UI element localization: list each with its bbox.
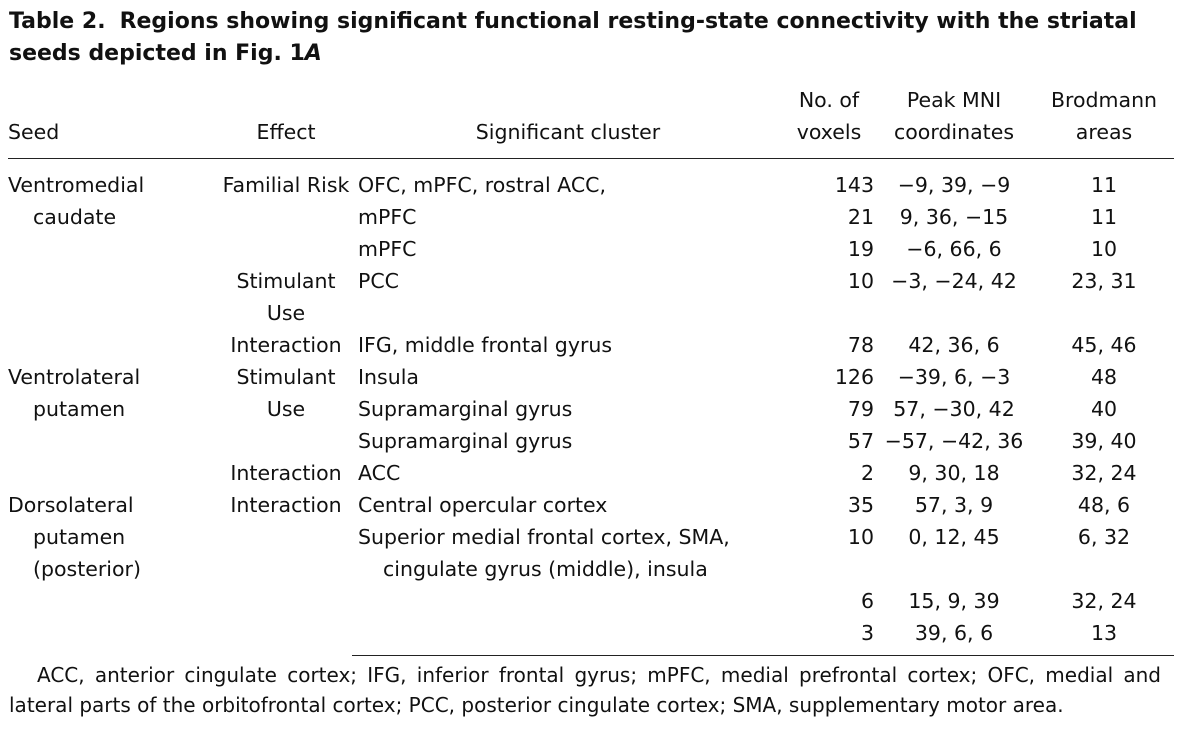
footnote: ACC, anterior cingulate cortex; IFG, inf… (9, 663, 1161, 717)
coords-cell: 57, −30, 42 (893, 397, 1015, 421)
brodmann-cell: 23, 31 (1071, 269, 1137, 293)
title-text: Regions showing significant functional r… (9, 9, 1137, 66)
coords-cell: 15, 9, 39 (908, 589, 1000, 613)
header-cell: Effect (220, 84, 352, 159)
seed-cell: Dorsolateral putamen (posterior) (8, 493, 141, 581)
voxels-cell: 19 (847, 237, 874, 261)
voxels-cell: 10 (847, 525, 874, 549)
table-title: Table 2. Regions showing significant func… (9, 6, 1159, 70)
cluster-cell: Supramarginal gyrus (358, 429, 573, 453)
coords-cell: 39, 6, 6 (874, 617, 1034, 656)
header-cell: Significant cluster (352, 84, 784, 159)
voxels-cell: 21 (847, 205, 874, 229)
cluster-cell: mPFC (358, 237, 417, 261)
coords-cell: −6, 66, 6 (906, 237, 1002, 261)
coords-cell: −9, 39, −9 (897, 173, 1011, 197)
header-cell: Peak MNI coordinates (874, 84, 1034, 159)
table-body: Ventromedial caudate Familial Risk OFC, mP… (8, 159, 1174, 656)
voxels-cell: 10 (847, 269, 874, 293)
cluster-cell (352, 585, 784, 617)
cluster-cell: OFC, mPFC, rostral ACC, (358, 173, 606, 197)
cluster-cell: Insula (358, 365, 419, 389)
cluster-cell: mPFC (358, 205, 417, 229)
brodmann-cell: 10 (1090, 237, 1118, 261)
table-row: 6 15, 9, 39 32, 24 (8, 585, 1174, 617)
title-italic: A (304, 41, 322, 66)
table-row: Dorsolateral putamen (posterior) Interact… (8, 489, 1174, 581)
brodmann-cell: 6, 32 (1077, 525, 1131, 549)
brodmann-cell: 11 (1090, 173, 1118, 197)
effect-cell: Stimulant Use (236, 269, 336, 325)
seed-cell: Ventromedial caudate (8, 173, 145, 229)
cluster-cell: Supramarginal gyrus (358, 397, 573, 421)
cluster-cell: Superior medial frontal cortex, SMA, cin… (358, 525, 730, 581)
table-row: mPFC 19 −6, 66, 6 10 (8, 233, 1174, 265)
header-row: Seed Effect Significant cluster No. of v… (8, 84, 1174, 159)
coords-cell: −57, −42, 36 (884, 429, 1024, 453)
coords-cell: 9, 36, −15 (899, 205, 1009, 229)
voxels-cell: 57 (847, 429, 874, 453)
brodmann-cell: 40 (1090, 397, 1118, 421)
voxels-cell: 126 (834, 365, 874, 389)
effect-cell: Interaction (230, 333, 342, 357)
effect-cell: Stimulant Use (236, 365, 336, 421)
table-row: Supramarginal gyrus 57 −57, −42, 36 39, 40 (8, 425, 1174, 457)
coords-cell: 42, 36, 6 (908, 333, 1000, 357)
coords-cell: 9, 30, 18 (908, 461, 1000, 485)
table-label: Table 2. (9, 9, 106, 34)
cluster-cell (352, 617, 784, 656)
voxels-cell: 3 (784, 617, 874, 656)
coords-cell: −3, −24, 42 (891, 269, 1017, 293)
table-row: Supramarginal gyrus 79 57, −30, 42 40 (8, 393, 1174, 425)
cluster-cell: PCC (358, 269, 399, 293)
header-cell: No. of voxels (784, 84, 874, 159)
cluster-cell: IFG, middle frontal gyrus (358, 333, 613, 357)
voxels-cell: 2 (860, 461, 874, 485)
cluster-cell: Central opercular cortex (358, 493, 608, 517)
brodmann-cell: 39, 40 (1071, 429, 1137, 453)
brodmann-cell: 11 (1090, 205, 1118, 229)
voxels-cell: 6 (860, 589, 874, 613)
voxels-cell: 79 (847, 397, 874, 421)
brodmann-cell: 32, 24 (1071, 589, 1137, 613)
table: Seed Effect Significant cluster No. of v… (8, 84, 1174, 656)
table-row: Ventrolateral putamen Stimulant Use Insula… (8, 361, 1174, 421)
table-row: 3 39, 6, 6 13 (8, 617, 1174, 656)
coords-cell: −39, 6, −3 (897, 365, 1011, 389)
voxels-cell: 35 (847, 493, 874, 517)
brodmann-cell: 48, 6 (1077, 493, 1131, 517)
voxels-cell: 143 (834, 173, 874, 197)
table-row: mPFC 21 9, 36, −15 11 (8, 201, 1174, 233)
table-row: Stimulant Use PCC 10 −3, −24, 42 23, 31 (8, 265, 1174, 329)
effect-cell: Interaction (230, 461, 342, 485)
header-cell: Brodmann areas (1034, 84, 1174, 159)
coords-cell: 57, 3, 9 (914, 493, 994, 517)
seed-cell: Ventrolateral putamen (8, 365, 141, 421)
header-cell: Seed (8, 84, 220, 159)
table-row: Ventromedial caudate Familial Risk OFC, mP… (8, 159, 1174, 229)
coords-cell: 0, 12, 45 (908, 525, 1000, 549)
table-row: Interaction IFG, middle frontal gyrus 78 42… (8, 329, 1174, 361)
brodmann-cell: 13 (1034, 617, 1174, 656)
table-row: Superior medial frontal cortex, SMA, cin… (8, 521, 1174, 585)
table-row: Interaction ACC 2 9, 30, 18 32, 24 (8, 457, 1174, 489)
brodmann-cell: 45, 46 (1071, 333, 1137, 357)
brodmann-cell: 48 (1090, 365, 1118, 389)
effect-cell: Interaction (230, 493, 342, 517)
voxels-cell: 78 (847, 333, 874, 357)
cluster-cell: ACC (358, 461, 401, 485)
brodmann-cell: 32, 24 (1071, 461, 1137, 485)
effect-cell: Familial Risk (222, 173, 350, 197)
